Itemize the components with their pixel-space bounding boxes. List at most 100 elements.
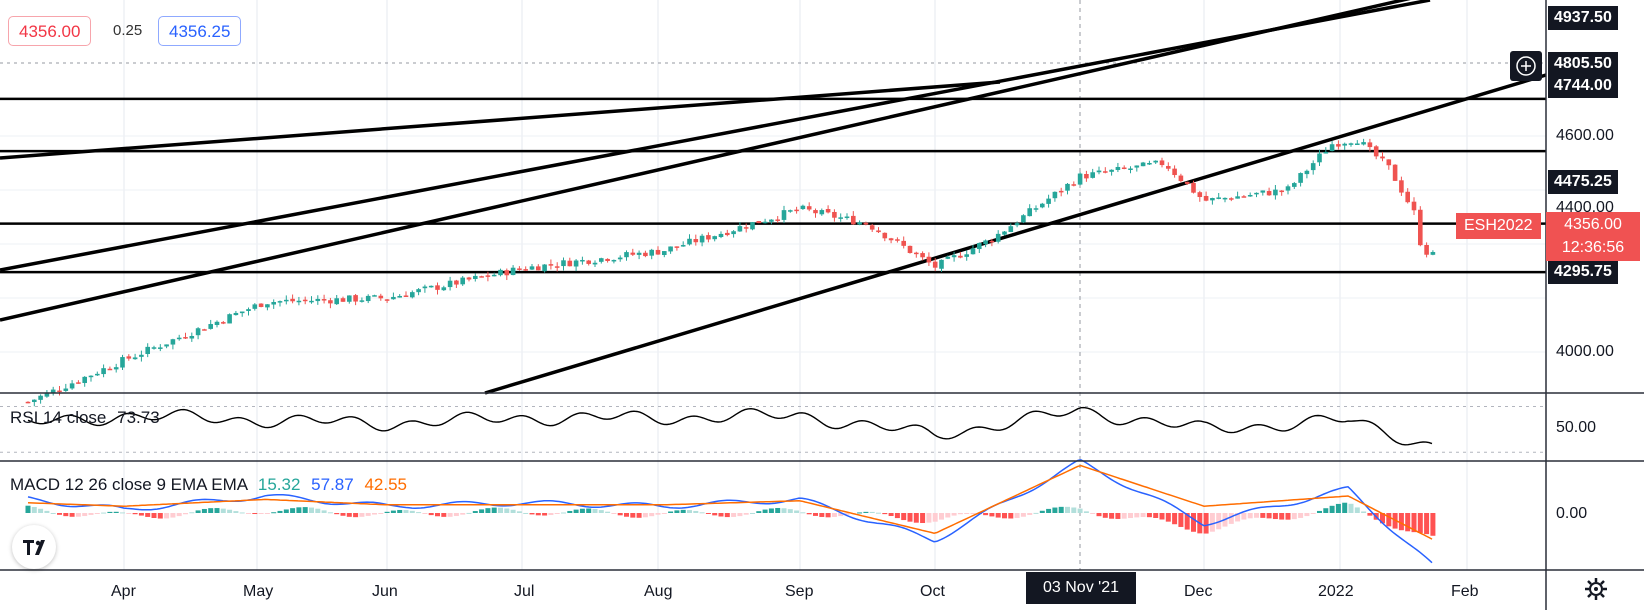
candle-146: [945, 256, 951, 259]
candle-186: [1197, 192, 1203, 198]
candle-32: [227, 314, 232, 324]
candle-184: [1184, 181, 1190, 184]
macd-hist-bar-128: [831, 513, 837, 517]
trend-line-0[interactable]: [0, 0, 1431, 272]
add-alert-button[interactable]: [1510, 51, 1542, 81]
macd-hist-bar-219: [1405, 513, 1411, 532]
macd-hist-bar-96: [630, 513, 636, 518]
candle-14: [113, 367, 119, 370]
macd-hist-bar-39: [271, 512, 277, 514]
trend-lines[interactable]: [0, 0, 1644, 395]
trend-line-1[interactable]: [0, 0, 1644, 322]
macd-hist-bar-121: [787, 509, 793, 513]
bar-countdown: 12:36:56: [1561, 239, 1625, 256]
candle-131: [851, 215, 856, 225]
macd-hist-bar-12: [101, 512, 107, 514]
candle-140: [907, 245, 913, 253]
macd-hist-bar-80: [529, 513, 535, 515]
candle-4: [50, 389, 56, 394]
candle-6: [63, 388, 69, 391]
macd-hist-bar-222: [1424, 513, 1430, 535]
candle-206: [1323, 151, 1329, 154]
candle-168: [1084, 173, 1089, 179]
candle-178: [1147, 163, 1152, 165]
candle-201: [1292, 183, 1297, 187]
macd-hist-bar-10: [88, 513, 94, 515]
candle-165: [1065, 183, 1070, 191]
rsi-legend[interactable]: RSI 14 close 73.73: [10, 408, 160, 428]
tradingview-logo-icon[interactable]: [12, 525, 56, 569]
macd-hist-bar-120: [781, 508, 787, 513]
candle-7: [69, 383, 75, 389]
candle-59: [397, 295, 402, 298]
candle-191: [1229, 198, 1234, 200]
macd-hist-bar-7: [69, 513, 75, 517]
macd-hist-bar-181: [1165, 513, 1171, 522]
macd-hist-bar-3: [44, 510, 50, 513]
candle-192: [1235, 196, 1240, 199]
candle-125: [813, 210, 818, 214]
macd-hist-bar-173: [1115, 513, 1121, 519]
trend-line-2[interactable]: [484, 73, 1547, 395]
candle-120: [781, 210, 787, 220]
macd-hist-bar-125: [813, 513, 818, 516]
candle-207: [1329, 144, 1335, 152]
macd-hist-bar-188: [1209, 513, 1215, 532]
gear-icon[interactable]: [1583, 576, 1609, 602]
candle-101: [662, 251, 667, 256]
macd-hist-bar-158: [1020, 513, 1026, 517]
macd-legend[interactable]: MACD 12 26 close 9 EMA EMA 15.32 57.87 4…: [10, 475, 407, 495]
candle-9: [82, 376, 87, 384]
candle-26: [189, 335, 195, 339]
macd-hist-bar-149: [964, 513, 970, 514]
candle-33: [233, 312, 239, 316]
candle-2: [38, 395, 43, 400]
candle-181: [1166, 166, 1171, 169]
macd-hist-bar-52: [353, 513, 359, 518]
candle-114: [743, 227, 749, 229]
candle-60: [403, 295, 409, 297]
candle-61: [410, 292, 415, 298]
macd-hist-bar-119: [775, 508, 781, 513]
candle-133: [863, 222, 869, 225]
macd-hist-bar-93: [611, 513, 617, 514]
candle-66: [441, 287, 447, 291]
bid-price[interactable]: 4356.00: [8, 16, 92, 46]
candle-135: [876, 230, 881, 233]
macd-hist-bar-89: [586, 508, 592, 513]
macd-hist-bar-112: [731, 513, 737, 517]
candle-122: [794, 209, 799, 212]
candle-210: [1348, 143, 1354, 145]
candle-12: [101, 368, 106, 375]
candle-157: [1014, 223, 1020, 226]
macd-hist-bar-103: [674, 510, 680, 513]
macd-hist-bar-78: [516, 511, 522, 513]
candle-51: [347, 295, 352, 302]
trend-line-3[interactable]: [0, 80, 1001, 160]
macd-hist-bar-150: [970, 513, 976, 514]
candle-64: [428, 285, 434, 288]
candle-111: [725, 232, 730, 236]
candle-58: [391, 296, 396, 300]
candle-37: [258, 303, 264, 307]
candle-139: [901, 240, 906, 246]
candle-27: [195, 328, 201, 336]
macd-hist-bar-20: [151, 513, 157, 519]
candle-154: [995, 233, 1001, 242]
macd-hist-bar-152: [983, 513, 989, 516]
candle-188: [1210, 198, 1215, 201]
macd-hist-bar-193: [1241, 513, 1247, 520]
ask-price[interactable]: 4356.25: [158, 16, 242, 46]
candle-0: [25, 401, 31, 404]
candle-103: [674, 246, 680, 248]
candle-123: [800, 205, 806, 210]
macd-hist-bar-47: [321, 510, 327, 513]
candle-130: [844, 216, 850, 219]
macd-hist-bar-180: [1159, 513, 1165, 520]
macd-hist-bar-23: [170, 513, 176, 518]
candle-71: [473, 275, 478, 279]
candle-76: [504, 270, 510, 276]
candle-149: [964, 254, 969, 257]
macd-hist-bar-37: [258, 513, 264, 514]
